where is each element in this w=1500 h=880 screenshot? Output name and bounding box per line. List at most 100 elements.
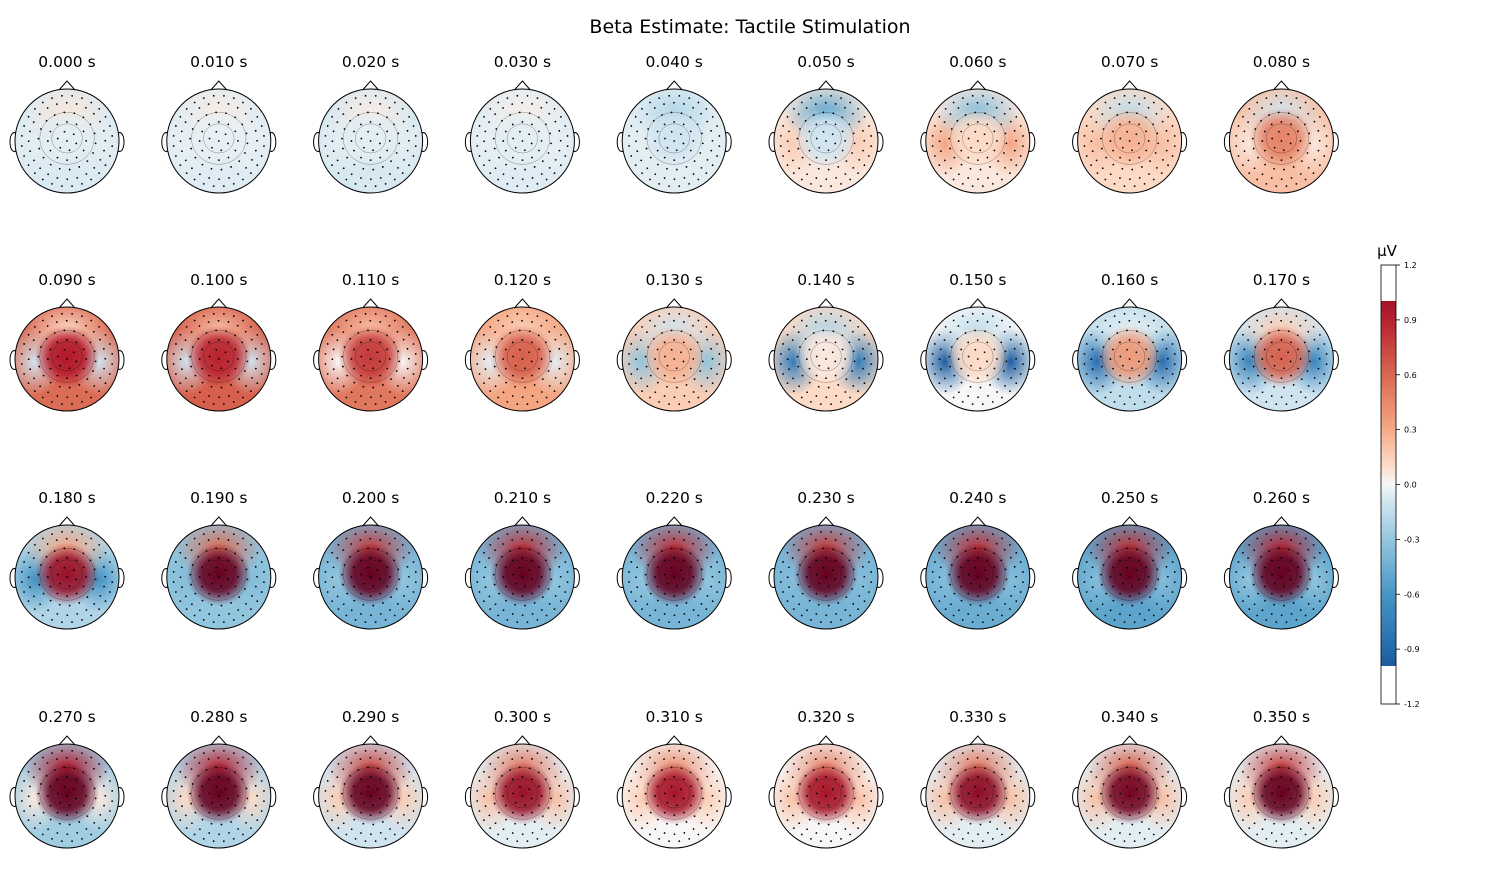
sensor-dot (652, 555, 655, 558)
left-ear-outline (1072, 132, 1079, 152)
sensor-dot (1119, 123, 1121, 126)
colorbar-tick-label: -0.3 (1404, 535, 1420, 544)
sensor-dot (1261, 795, 1264, 797)
sensor-dot (851, 152, 853, 154)
sensor-dot (237, 140, 239, 142)
sensor-dot (215, 547, 218, 550)
sensor-dot (388, 576, 391, 578)
sensor-dot (706, 556, 709, 559)
sensor-dot (797, 768, 800, 771)
sensor-dot (1273, 603, 1276, 606)
sensor-dot (82, 785, 85, 788)
topomap-field (470, 525, 575, 629)
sensor-dot (938, 358, 941, 361)
sensor-dot (1100, 792, 1102, 795)
sensor-dot (217, 756, 220, 759)
sensor-dot (536, 619, 539, 621)
head-outline (621, 524, 727, 630)
sensor-dot (66, 358, 68, 360)
sensor-dot (66, 576, 68, 578)
sensor-dot (819, 840, 822, 843)
sensor-dot (673, 377, 676, 380)
sensor-dot (185, 608, 188, 611)
sensor-dot (68, 823, 71, 826)
sensor-dot (1019, 125, 1022, 127)
sensor-dot (93, 602, 96, 605)
sensor-dot (521, 795, 524, 797)
sensor-dot (75, 811, 78, 814)
sensor-dot (666, 582, 669, 585)
sensor-dot (360, 592, 362, 595)
sensor-dot (938, 551, 941, 554)
sensor-dot (799, 128, 801, 130)
sensor-dot (1275, 403, 1278, 406)
sensor-dot (545, 101, 548, 104)
sensor-dot (834, 341, 837, 344)
sensor-dot (825, 614, 828, 617)
head-outline (1077, 88, 1183, 194)
sensor-dot (378, 797, 381, 800)
sensor-dot (331, 333, 334, 336)
sensor-dot (805, 107, 808, 109)
sensor-dot (234, 771, 237, 774)
sensor-dot (558, 347, 561, 350)
sensor-dot (42, 374, 45, 377)
sensor-dot (185, 390, 188, 393)
sensor-dot (628, 581, 630, 583)
sensor-dot (1015, 333, 1018, 336)
sensor-dot (208, 573, 211, 576)
sensor-dot (42, 592, 45, 595)
sensor-dot (705, 827, 708, 830)
sensor-dot (1015, 139, 1017, 142)
sensor-dot (59, 801, 62, 804)
sensor-dot (530, 360, 533, 363)
sensor-dot (1323, 155, 1326, 157)
sensor-dot (663, 123, 666, 126)
sensor-dot (526, 94, 529, 97)
sensor-dot (640, 377, 643, 380)
sensor-dot (1297, 785, 1299, 788)
sensor-dot (541, 160, 544, 163)
sensor-dot (840, 183, 842, 185)
topomap-field (774, 89, 878, 193)
topomap-panel: 0.040 s (616, 53, 732, 194)
nose-outline (1273, 735, 1290, 746)
sensor-dot (630, 125, 633, 127)
sensor-dot (830, 840, 832, 843)
sensor-dot (353, 348, 355, 351)
sensor-dot (489, 325, 492, 328)
sensor-dot (326, 561, 329, 563)
sensor-dot (234, 149, 237, 152)
sensor-dot (201, 585, 204, 588)
topomap-field (166, 525, 271, 629)
sensor-dot (797, 147, 800, 150)
sensor-dot (670, 329, 673, 332)
sensor-dot (1126, 348, 1129, 351)
sensor-dot (353, 818, 356, 821)
sensor-dot (1100, 355, 1102, 358)
sensor-dot (237, 391, 240, 393)
sensor-dot (849, 396, 852, 399)
sensor-dot (263, 353, 265, 355)
sensor-dot (250, 556, 253, 559)
sensor-dot (819, 621, 822, 624)
sensor-dot (1135, 351, 1138, 354)
sensor-dot (967, 341, 970, 344)
sensor-dot (190, 113, 193, 116)
colorbar-tick-label: 0.0 (1404, 481, 1417, 490)
sensor-dot (56, 123, 59, 126)
sensor-dot (1131, 367, 1133, 370)
sensor-dot (401, 762, 404, 765)
sensor-dot (521, 537, 524, 540)
sensor-dot (1004, 821, 1006, 824)
sensor-dot (818, 146, 821, 149)
right-ear-outline (1180, 132, 1188, 152)
sensor-dot (943, 159, 946, 162)
sensor-dot (27, 576, 30, 579)
sensor-dot (982, 530, 984, 533)
sensor-dot (680, 112, 683, 115)
sensor-dot (376, 112, 379, 115)
sensor-dot (93, 821, 96, 824)
sensor-dot (640, 339, 642, 342)
sensor-dot (56, 355, 59, 358)
